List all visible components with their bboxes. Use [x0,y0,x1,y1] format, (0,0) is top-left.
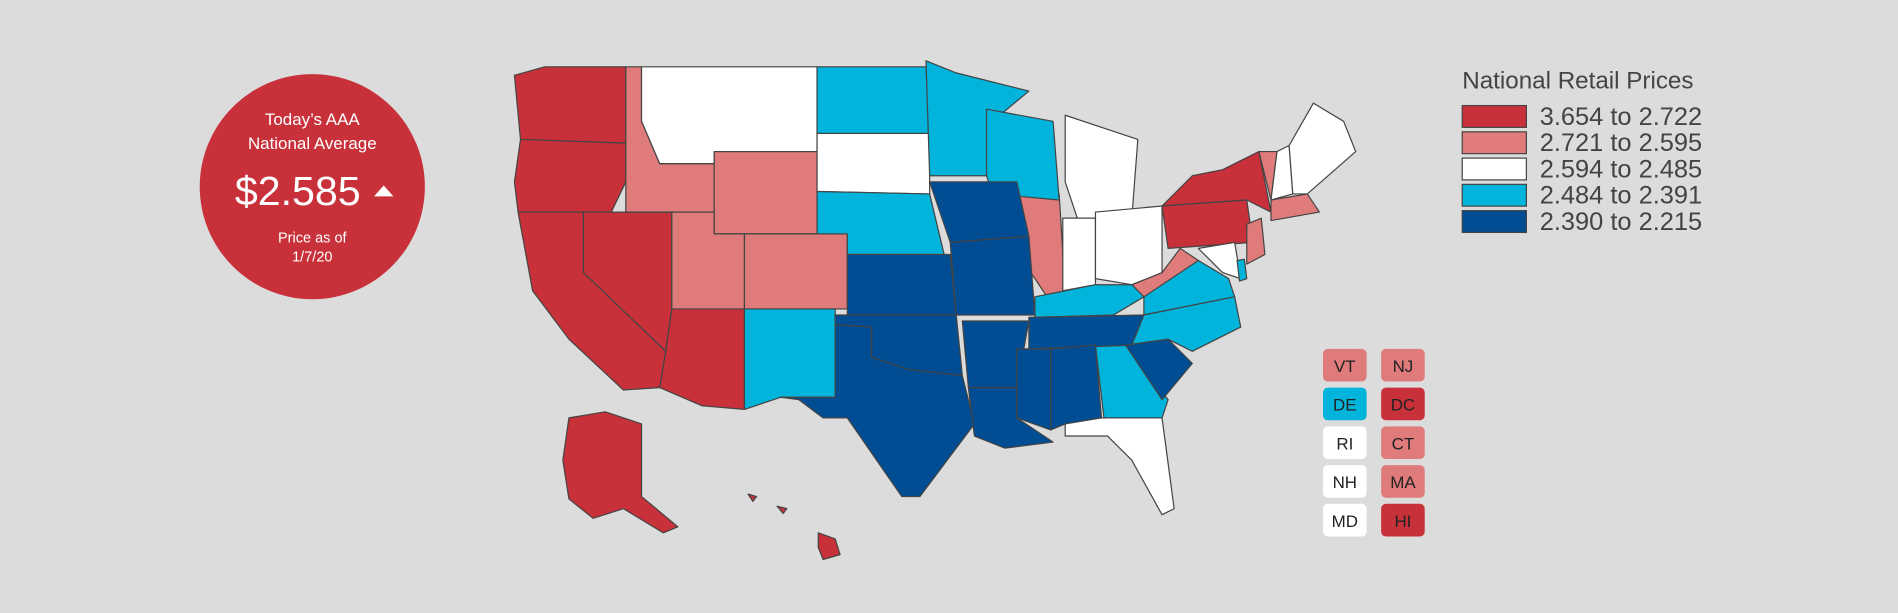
state [1125,338,1193,401]
state-box-label: MD [1332,512,1358,531]
state-box-label: RI [1336,434,1353,453]
state [1161,199,1254,250]
state [817,532,841,561]
state-box [1381,348,1425,382]
state-box [1323,503,1367,537]
state [1246,217,1266,265]
badge-line: National Average [248,134,377,153]
state [1270,193,1321,222]
state-box-label: DE [1333,396,1357,415]
state [1288,102,1357,195]
legend-swatch [1461,210,1527,234]
state [780,324,976,498]
state [816,66,931,135]
legend-swatch [1461,183,1527,207]
state-box-label: VT [1334,357,1356,376]
state-box [1323,387,1367,421]
state [816,132,931,195]
up-arrow [374,185,394,197]
state [713,150,818,235]
state-box [1323,348,1367,382]
state-box [1381,503,1425,537]
legend-label: 2.721 to 2.595 [1540,129,1702,157]
state [1094,205,1163,286]
badge-note: Price as of [278,230,348,246]
state [743,233,848,310]
state [513,66,627,144]
state-box-label: HI [1394,512,1411,531]
legend-swatch [1461,131,1527,155]
state [949,235,1036,316]
state-box [1323,426,1367,460]
legend-swatch [1461,157,1527,181]
legend-label: 2.594 to 2.485 [1540,155,1702,183]
state [1062,217,1097,292]
state-box-label: NJ [1393,357,1414,376]
state [659,308,746,410]
state-box-label: MA [1390,473,1416,492]
badge-price: $2.585 [235,168,361,214]
state-box-label: DC [1391,396,1415,415]
state [1050,344,1103,431]
state [1236,258,1248,282]
state [640,66,818,165]
legend-swatch [1461,104,1527,128]
state [1028,314,1145,350]
state-box [1381,465,1425,498]
state [846,253,957,316]
state [747,493,758,502]
state [562,411,679,534]
badge-line: Today’s AAA [265,110,360,129]
state-box [1381,387,1425,421]
legend-label: 3.654 to 2.722 [1540,103,1702,131]
legend-label: 2.390 to 2.215 [1540,208,1702,236]
state [1064,417,1175,516]
state [743,308,836,410]
legend-label: 2.484 to 2.391 [1540,182,1702,210]
state [929,181,1030,243]
state [1016,348,1052,431]
legend-title: National Retail Prices [1462,68,1693,95]
state [513,138,627,213]
price-badge: Today’s AAA National Average $2.585 Pric… [199,74,425,300]
state-box-label: NH [1333,473,1357,492]
us-map [513,60,1357,561]
state-box [1323,465,1367,498]
badge-date: 1/7/20 [292,250,332,266]
state-box-label: CT [1392,434,1415,453]
state [985,108,1060,201]
state [776,505,788,515]
badge-circle [199,74,425,300]
state [1064,114,1139,219]
state-box [1381,426,1425,460]
